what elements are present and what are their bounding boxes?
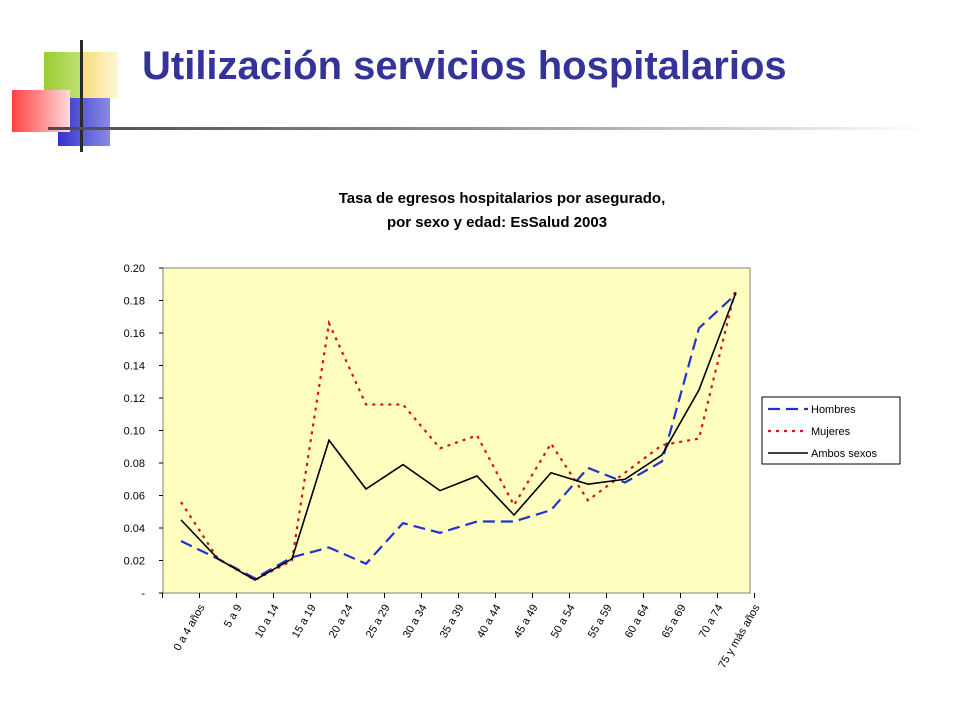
y-tick-label: 0.08 (124, 458, 145, 470)
y-tick-label: 0.18 (124, 296, 145, 308)
plot-area (162, 267, 751, 594)
page-title: Utilización servicios hospitalarios (142, 44, 787, 88)
x-tick-label: 10 a 14 (253, 603, 282, 641)
y-tick-label: 0.16 (124, 328, 145, 340)
y-axis: - 0.02 0.04 0.06 0.08 0.10 0.12 0.14 0.16 0.18 0.2… (124, 263, 163, 600)
y-tick-label: - (141, 588, 145, 600)
y-tick-label: 0.14 (124, 361, 145, 373)
x-tick-label: 55 a 59 (586, 603, 615, 641)
chart-title: Tasa de egresos hospitalarios por asegur… (339, 190, 666, 207)
x-tick-label: 40 a 44 (475, 603, 504, 641)
title-underline (48, 127, 928, 130)
legend-label: Mujeres (811, 426, 851, 438)
x-tick-label: 30 a 34 (401, 603, 430, 641)
x-tick-label: 25 a 29 (364, 603, 393, 641)
y-tick-label: 0.02 (124, 556, 145, 568)
y-tick-label: 0.10 (124, 426, 145, 438)
chart-subtitle: por sexo y edad: EsSalud 2003 (387, 214, 607, 231)
series-layer (180, 287, 738, 582)
x-tick-label: 75 y más años (716, 602, 762, 670)
y-tick-label: 0.04 (124, 523, 145, 535)
series-line-ambos-sexos (180, 292, 737, 581)
legend: Hombres Mujeres Ambos sexos (761, 396, 901, 465)
x-tick-label: 35 a 39 (438, 603, 467, 641)
x-tick-label: 0 a 4 años (172, 602, 208, 653)
y-tick-label: 0.12 (124, 393, 145, 405)
legend-label: Hombres (811, 404, 856, 416)
x-tick-label: 60 a 64 (623, 603, 652, 641)
x-tick-label: 15 a 19 (290, 603, 319, 641)
decoration-red-square (12, 90, 70, 132)
legend-label: Ambos sexos (811, 448, 878, 460)
x-tick-label: 70 a 74 (697, 603, 726, 641)
x-tick-label: 20 a 24 (327, 603, 356, 641)
x-tick-label: 65 a 69 (660, 603, 689, 641)
y-tick-label: 0.20 (124, 263, 145, 275)
x-tick-label: 45 a 49 (512, 603, 541, 641)
slide-decoration (0, 0, 140, 160)
x-tick-label: 5 a 9 (222, 603, 245, 630)
series-line-hombres (180, 293, 737, 580)
x-axis: 0 a 4 años 5 a 9 10 a 14 15 a 19 20 a 24 25 a… (162, 593, 763, 670)
decoration-yellow-square (82, 52, 118, 98)
decoration-vertical-line (80, 40, 83, 152)
y-tick-label: 0.06 (124, 491, 145, 503)
x-tick-label: 50 a 54 (549, 603, 578, 641)
